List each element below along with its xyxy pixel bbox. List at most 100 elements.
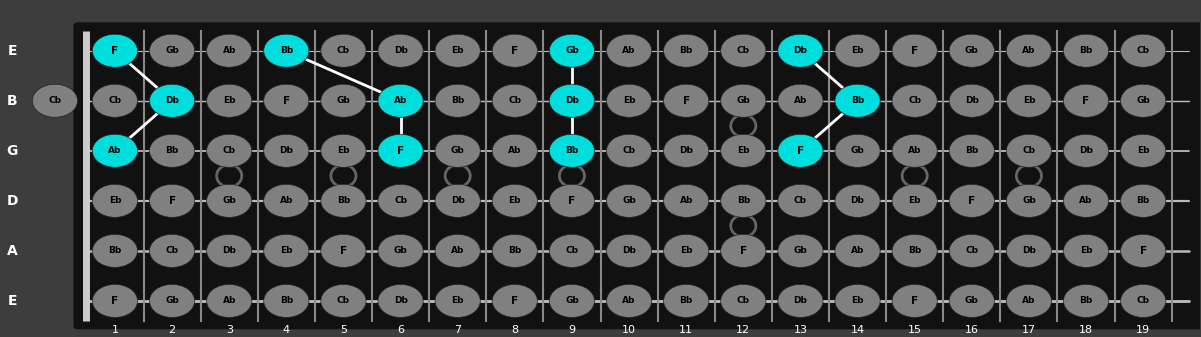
Ellipse shape: [949, 284, 994, 317]
Ellipse shape: [1063, 284, 1109, 317]
Text: Bb: Bb: [852, 96, 865, 105]
Ellipse shape: [264, 184, 309, 217]
Ellipse shape: [92, 184, 138, 217]
Ellipse shape: [92, 284, 138, 317]
Text: Bb: Bb: [908, 246, 921, 255]
Text: Db: Db: [1080, 146, 1093, 155]
Text: Gb: Gb: [564, 297, 579, 305]
Ellipse shape: [1121, 134, 1166, 167]
Ellipse shape: [1063, 84, 1109, 117]
Text: Eb: Eb: [852, 297, 864, 305]
Text: Ab: Ab: [508, 146, 521, 155]
Ellipse shape: [607, 234, 652, 267]
Ellipse shape: [835, 84, 880, 117]
Text: Eb: Eb: [109, 196, 121, 205]
Ellipse shape: [378, 134, 423, 167]
Ellipse shape: [778, 234, 823, 267]
Text: Bb: Bb: [508, 246, 521, 255]
Ellipse shape: [321, 234, 366, 267]
Text: Gb: Gb: [736, 96, 751, 105]
Text: Db: Db: [394, 46, 407, 55]
Ellipse shape: [607, 134, 652, 167]
Text: Bb: Bb: [108, 246, 121, 255]
Text: Eb: Eb: [223, 96, 235, 105]
Text: Cb: Cb: [966, 246, 979, 255]
Text: Bb: Bb: [736, 196, 749, 205]
Text: Bb: Bb: [1136, 196, 1149, 205]
Text: Eb: Eb: [1023, 96, 1035, 105]
Ellipse shape: [149, 234, 195, 267]
Text: 6: 6: [398, 325, 404, 335]
Ellipse shape: [549, 34, 594, 67]
Ellipse shape: [721, 34, 766, 67]
FancyBboxPatch shape: [70, 18, 1201, 333]
Text: F: F: [968, 196, 975, 206]
Text: F: F: [682, 96, 689, 106]
Text: Db: Db: [1022, 246, 1036, 255]
Ellipse shape: [378, 184, 423, 217]
Text: F: F: [568, 196, 575, 206]
Text: Gb: Gb: [850, 146, 865, 155]
Ellipse shape: [664, 34, 709, 67]
Text: Eb: Eb: [1137, 146, 1149, 155]
Text: Bb: Bb: [566, 146, 579, 155]
Text: B: B: [7, 94, 18, 108]
Text: Ab: Ab: [850, 246, 865, 255]
Text: Bb: Bb: [280, 46, 293, 55]
Ellipse shape: [321, 134, 366, 167]
Text: Eb: Eb: [280, 246, 293, 255]
Text: E: E: [7, 44, 17, 58]
Text: 5: 5: [340, 325, 347, 335]
Ellipse shape: [835, 134, 880, 167]
Ellipse shape: [321, 184, 366, 217]
Text: F: F: [512, 296, 519, 306]
Text: F: F: [168, 196, 175, 206]
Ellipse shape: [892, 34, 937, 67]
Text: Bb: Bb: [166, 146, 179, 155]
Ellipse shape: [949, 234, 994, 267]
Ellipse shape: [778, 84, 823, 117]
Text: Db: Db: [450, 196, 465, 205]
Text: Cb: Cb: [394, 196, 407, 205]
Text: F: F: [797, 146, 803, 156]
Text: Ab: Ab: [622, 297, 635, 305]
Ellipse shape: [549, 284, 594, 317]
Text: Db: Db: [394, 297, 407, 305]
Text: Db: Db: [850, 196, 865, 205]
Text: F: F: [512, 46, 519, 56]
Text: Gb: Gb: [450, 146, 465, 155]
Text: F: F: [112, 296, 119, 306]
Text: 2: 2: [168, 325, 175, 335]
Text: 17: 17: [1022, 325, 1036, 335]
Text: Eb: Eb: [452, 46, 464, 55]
Text: Cb: Cb: [1022, 146, 1035, 155]
Text: 9: 9: [568, 325, 575, 335]
Text: F: F: [112, 46, 119, 56]
Ellipse shape: [149, 84, 195, 117]
Text: Gb: Gb: [166, 46, 179, 55]
Text: Cb: Cb: [736, 297, 749, 305]
Ellipse shape: [892, 284, 937, 317]
Text: 15: 15: [908, 325, 921, 335]
Ellipse shape: [378, 84, 423, 117]
Text: Ab: Ab: [908, 146, 921, 155]
Ellipse shape: [549, 234, 594, 267]
Text: Gb: Gb: [394, 246, 407, 255]
Ellipse shape: [264, 34, 309, 67]
Text: F: F: [912, 46, 919, 56]
Text: Bb: Bb: [966, 146, 979, 155]
Text: Cb: Cb: [622, 146, 635, 155]
Text: Db: Db: [794, 297, 807, 305]
Ellipse shape: [664, 284, 709, 317]
Ellipse shape: [949, 184, 994, 217]
Ellipse shape: [435, 184, 480, 217]
Text: Cb: Cb: [736, 46, 749, 55]
Ellipse shape: [207, 84, 252, 117]
Text: Eb: Eb: [508, 196, 521, 205]
Text: Ab: Ab: [1022, 297, 1035, 305]
Text: A: A: [7, 244, 18, 258]
Ellipse shape: [1063, 34, 1109, 67]
Text: 1: 1: [112, 325, 119, 335]
Text: Db: Db: [165, 96, 179, 105]
Text: Bb: Bb: [1080, 297, 1093, 305]
